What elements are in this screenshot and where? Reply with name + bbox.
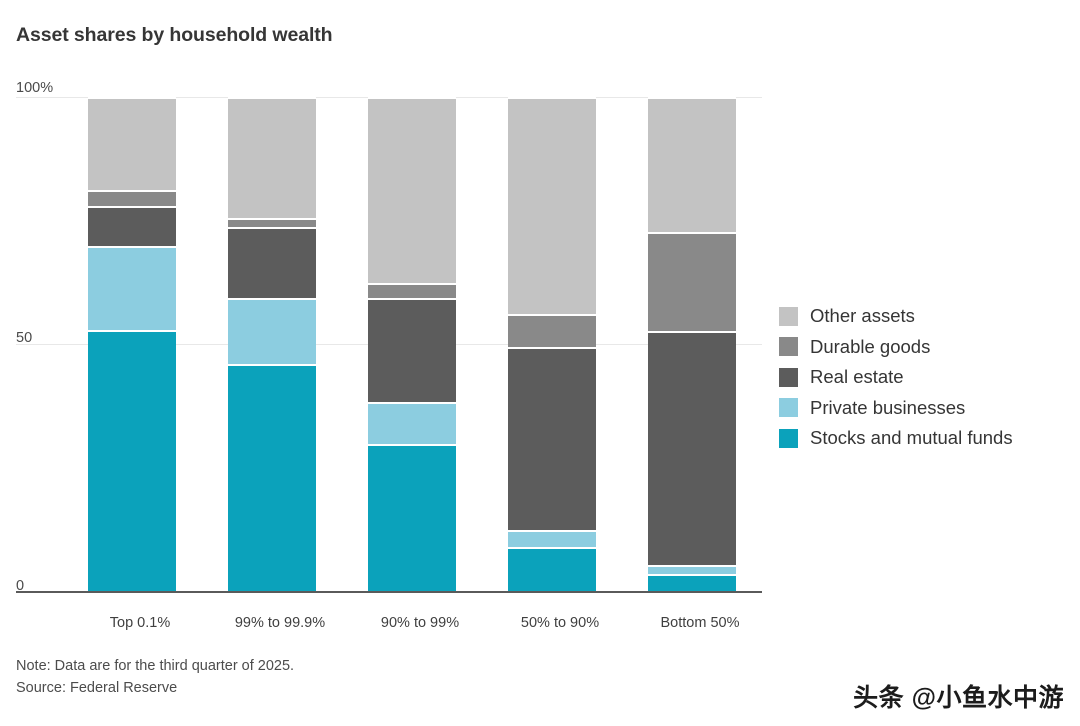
bar-group[interactable] — [648, 97, 736, 591]
bar-segment[interactable] — [648, 232, 736, 332]
legend-label-durable-goods: Durable goods — [810, 335, 931, 357]
bar-segment[interactable] — [88, 246, 176, 331]
bar-segment[interactable] — [648, 97, 736, 233]
footnote-source: Source: Federal Reserve — [16, 680, 178, 696]
legend-item-other-assets[interactable]: Other assets — [779, 301, 1074, 332]
x-tick-label-4: Bottom 50% — [660, 615, 740, 631]
y-tick-label-0: 0 — [16, 578, 25, 594]
bar-segment[interactable] — [648, 331, 736, 566]
footnotes: Note: Data are for the third quarter of … — [16, 655, 294, 699]
bar-segment[interactable] — [88, 206, 176, 247]
bar-segment[interactable] — [508, 530, 596, 548]
x-tick-label-0: Top 0.1% — [109, 615, 171, 631]
bar-segment[interactable] — [228, 297, 316, 364]
bar-segment[interactable] — [88, 330, 176, 591]
legend: Other assets Durable goods Real estate P… — [779, 301, 1074, 454]
legend-swatch-private-businesses — [779, 398, 798, 418]
watermark: 头条 @小鱼水中游 — [853, 684, 1064, 712]
bar-segment[interactable] — [368, 401, 456, 444]
x-tick-label-1: 99% to 99.9% — [234, 615, 326, 631]
legend-label-private-businesses: Private businesses — [810, 396, 966, 418]
legend-item-durable-goods[interactable]: Durable goods — [779, 332, 1074, 363]
bar-segment[interactable] — [648, 574, 736, 591]
y-tick-label-100: 100% — [16, 80, 54, 96]
bar-segment[interactable] — [228, 363, 316, 591]
bar-segment[interactable] — [368, 443, 456, 591]
bar-segment[interactable] — [368, 298, 456, 402]
bar-segment[interactable] — [508, 547, 596, 591]
legend-label-stocks-and-mutual-funds: Stocks and mutual funds — [810, 427, 1013, 448]
bar-segment[interactable] — [368, 97, 456, 284]
legend-swatch-other-assets — [779, 306, 798, 326]
legend-swatch-durable-goods — [779, 337, 798, 357]
bar-segment[interactable] — [508, 347, 596, 531]
bar-segment[interactable] — [228, 217, 316, 228]
bar-segment[interactable] — [508, 314, 596, 348]
bar-segment[interactable] — [508, 97, 596, 315]
legend-swatch-real-estate — [779, 367, 798, 387]
legend-label-other-assets: Other assets — [810, 305, 915, 326]
x-tick-label-2: 90% to 99% — [380, 615, 460, 631]
x-axis-line — [16, 591, 762, 593]
page-title: Asset shares by household wealth — [16, 24, 333, 46]
bars-layer — [16, 97, 762, 591]
legend-item-real-estate[interactable]: Real estate — [779, 362, 1074, 393]
legend-swatch-stocks-and-mutual-funds — [779, 428, 798, 448]
bar-group[interactable] — [228, 97, 316, 591]
bar-segment[interactable] — [228, 227, 316, 298]
legend-item-stocks-and-mutual-funds[interactable]: Stocks and mutual funds — [779, 423, 1074, 454]
bar-segment[interactable] — [228, 97, 316, 218]
bar-segment[interactable] — [368, 283, 456, 299]
bar-segment[interactable] — [88, 97, 176, 191]
legend-label-real-estate: Real estate — [810, 366, 904, 387]
legend-item-private-businesses[interactable]: Private businesses — [779, 393, 1074, 424]
x-tick-label-3: 50% to 90% — [520, 615, 600, 631]
footnote-note: Note: Data are for the third quarter of … — [16, 658, 295, 674]
bar-segment[interactable] — [88, 190, 176, 207]
bar-group[interactable] — [508, 97, 596, 591]
bar-group[interactable] — [368, 97, 456, 591]
bar-group[interactable] — [88, 97, 176, 591]
y-tick-label-50: 50 — [16, 330, 33, 346]
bar-segment[interactable] — [648, 565, 736, 575]
